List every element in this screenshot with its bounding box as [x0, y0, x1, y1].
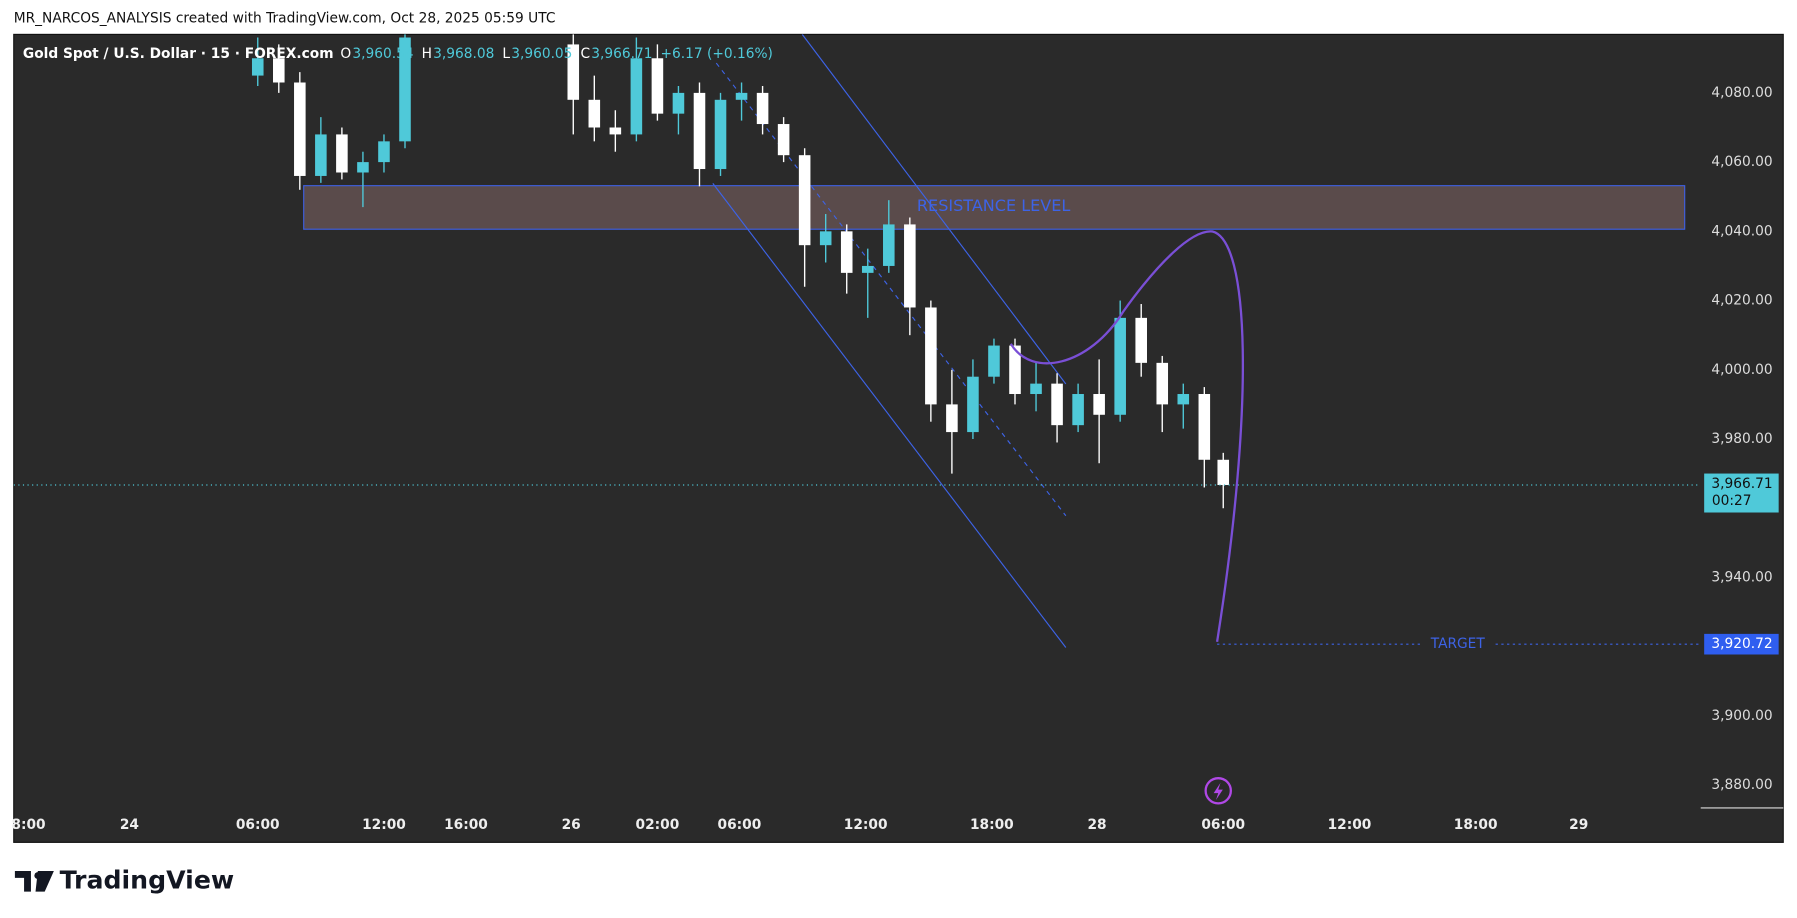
price-label: 3,966.71	[1711, 476, 1772, 492]
candle-body	[1217, 459, 1230, 486]
candle-body	[1198, 394, 1211, 460]
candle-body	[399, 37, 411, 142]
y-tick-label: 3,940.00	[1711, 569, 1772, 585]
candle-body	[1156, 362, 1169, 405]
ohlc-key: L	[502, 46, 510, 62]
chart-area	[13, 33, 1784, 843]
candle-body	[946, 404, 958, 433]
x-tick-label: 8:00	[11, 817, 45, 833]
candle-body	[1093, 394, 1105, 415]
x-tick-label: 06:00	[236, 817, 280, 833]
alert-bolt	[1213, 782, 1223, 800]
y-tick-label: 4,060.00	[1711, 154, 1772, 170]
candle-body	[819, 231, 832, 246]
plot	[13, 34, 1701, 648]
price-label-box	[1704, 473, 1779, 513]
ohlc-value: 3,968.08	[433, 46, 494, 62]
candle-body	[840, 231, 853, 273]
logo: TradingView	[14, 865, 235, 894]
channel-line	[801, 34, 1067, 385]
candle-body	[1030, 383, 1042, 395]
target-label-box	[1704, 633, 1779, 655]
x-tick-label: 12:00	[844, 817, 888, 833]
resistance-zone	[303, 185, 1686, 230]
legend: Gold Spot / U.S. Dollar · 15 · FOREX.com…	[23, 46, 773, 62]
x-tick-label: 12:00	[362, 817, 406, 833]
y-tick-label: 3,980.00	[1711, 431, 1772, 447]
x-tick-label: 12:00	[1328, 817, 1372, 833]
x-tick-label: 18:00	[1454, 817, 1498, 833]
candle-body	[672, 92, 685, 114]
candle-body	[336, 134, 348, 173]
candle-body	[315, 134, 327, 176]
y-tick-label: 3,900.00	[1711, 708, 1772, 724]
candle-body	[1072, 394, 1084, 426]
credit: MR_NARCOS_ANALYSIS created with TradingV…	[14, 10, 556, 26]
projection-curve	[1009, 230, 1245, 642]
change: +6.17 (+0.16%)	[660, 46, 772, 62]
x-tick-label: 28	[1087, 817, 1106, 833]
resistance-label: RESISTANCE LEVEL	[917, 196, 1070, 215]
x-tick-label: 26	[562, 817, 581, 833]
y-tick-label: 3,880.00	[1711, 777, 1772, 793]
y-tick-label: 4,080.00	[1711, 85, 1772, 101]
x-tick-label: 16:00	[444, 817, 488, 833]
candle-body	[567, 44, 580, 100]
ohlc-value: 3,966.71	[591, 46, 652, 62]
x-tick-label: 06:00	[718, 817, 762, 833]
brand: TradingView	[60, 865, 235, 894]
target-text: TARGET	[1430, 636, 1486, 652]
candle-body	[967, 376, 979, 433]
x-tick-label: 24	[120, 817, 139, 833]
y-tick-label: 4,020.00	[1711, 293, 1772, 309]
x-tick-label: 02:00	[636, 817, 680, 833]
candle-body	[1051, 383, 1063, 426]
candle-body	[1009, 345, 1021, 395]
candle-body	[609, 127, 622, 135]
candle-body	[588, 99, 601, 128]
channel-line	[712, 183, 1067, 648]
y-tick-label: 4,040.00	[1711, 223, 1772, 239]
target-label: 3,920.72	[1711, 636, 1772, 652]
candle-body	[735, 92, 748, 100]
overlay: RESISTANCE LEVEL TARGET	[917, 196, 1701, 805]
candle-body	[861, 265, 874, 273]
candle-body	[1177, 394, 1190, 405]
candle-body	[756, 92, 769, 125]
candle-body	[651, 58, 664, 114]
candle-body	[1114, 317, 1126, 415]
candle-body	[883, 224, 895, 266]
ohlc-key: O	[340, 46, 351, 62]
candle-body	[630, 58, 643, 135]
ohlc-value: 3,960.05	[511, 46, 572, 62]
candle-body	[988, 345, 1000, 377]
logo-dot	[34, 872, 42, 880]
x-tick-label: 06:00	[1201, 817, 1245, 833]
candle-body	[925, 307, 937, 405]
y-tick-label: 4,000.00	[1711, 362, 1772, 378]
x-tick-label: 18:00	[970, 817, 1014, 833]
symbol: Gold Spot / U.S. Dollar · 15 · FOREX.com	[23, 46, 334, 62]
countdown: 00:27	[1712, 493, 1752, 509]
candle-body	[357, 162, 369, 173]
ohlc-value: 3,960.54	[352, 46, 413, 62]
candle-body	[714, 99, 727, 170]
candle-body	[1135, 317, 1147, 363]
candle-body	[798, 155, 811, 246]
candle-body	[904, 224, 916, 308]
candle-body	[251, 58, 264, 76]
candle-body	[693, 92, 706, 170]
ohlc-key: H	[422, 46, 432, 62]
ohlc-key: C	[580, 46, 590, 62]
x-tick-label: 29	[1569, 817, 1588, 833]
logo-mark	[14, 871, 54, 892]
candle-body	[273, 58, 285, 83]
candle-body	[378, 141, 390, 163]
candle-body	[294, 82, 306, 176]
candle-body	[777, 124, 790, 156]
channel-midline	[715, 62, 1067, 517]
